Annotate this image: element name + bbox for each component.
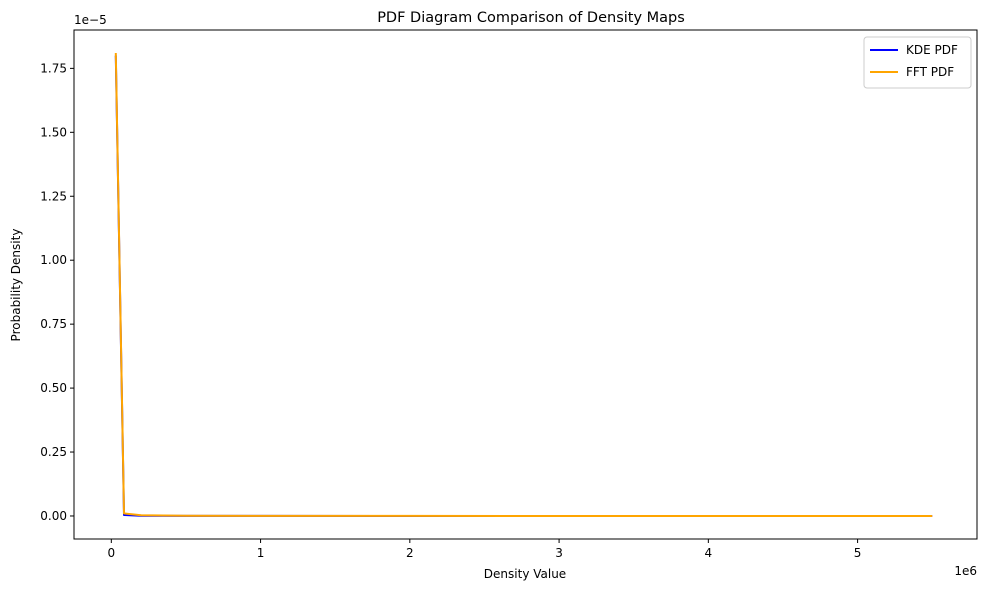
x-tick-label: 5 [854, 546, 862, 560]
x-axis: 0 1 2 3 4 5 [107, 539, 861, 560]
x-tick-label: 0 [107, 546, 115, 560]
series-line-kde-pdf [114, 55, 933, 517]
y-axis: 0.00 0.25 0.50 0.75 1.00 1.25 1.50 1.75 [40, 61, 74, 523]
legend-label: KDE PDF [906, 43, 958, 57]
y-tick-label: 0.00 [40, 509, 67, 523]
legend-label: FFT PDF [906, 65, 954, 79]
legend: KDE PDF FFT PDF [863, 36, 972, 89]
y-tick-label: 1.50 [40, 125, 67, 139]
plot-frame [73, 29, 978, 540]
y-axis-offset-label: 1e−5 [74, 13, 107, 27]
plot-area [73, 29, 978, 540]
chart-title: PDF Diagram Comparison of Density Maps [377, 10, 685, 26]
x-axis-offset-label: 1e6 [954, 564, 977, 578]
y-tick-label: 1.00 [40, 253, 67, 267]
y-axis-label: Probability Density [9, 229, 23, 342]
x-axis-label: Density Value [484, 567, 566, 581]
series-line-fft-pdf [114, 53, 933, 517]
x-tick-label: 3 [555, 546, 563, 560]
x-tick-label: 4 [705, 546, 713, 560]
y-tick-label: 0.25 [40, 445, 67, 459]
series-layer [114, 53, 933, 517]
x-tick-label: 1 [257, 546, 265, 560]
y-tick-label: 0.50 [40, 381, 67, 395]
x-tick-label: 2 [406, 546, 414, 560]
y-tick-label: 0.75 [40, 317, 67, 331]
y-tick-label: 1.25 [40, 189, 67, 203]
y-tick-label: 1.75 [40, 61, 67, 75]
